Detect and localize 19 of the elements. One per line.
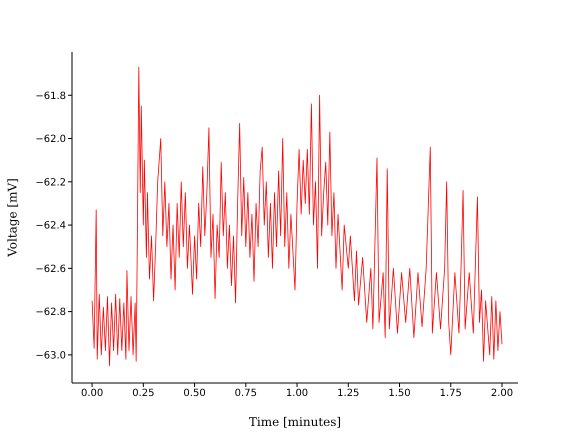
line-series <box>92 66 502 366</box>
x-tick-label: 0.75 <box>234 388 257 400</box>
x-tick-label: 2.00 <box>490 388 514 400</box>
x-axis-title: Time [minutes] <box>248 415 342 429</box>
x-tick-label: 1.75 <box>440 388 462 400</box>
x-tick-label: 1.00 <box>286 388 308 400</box>
y-axis-title: Voltage [mV] <box>5 178 20 258</box>
y-tick-label: −63.0 <box>35 350 66 362</box>
x-tick-label: 0.00 <box>80 388 104 400</box>
y-tick-label: −62.4 <box>35 220 66 232</box>
y-tick-label: −62.0 <box>35 134 66 146</box>
x-tick-label: 1.25 <box>337 388 360 400</box>
x-tick-label: 1.50 <box>388 388 411 400</box>
x-tick-label: 0.25 <box>132 388 154 400</box>
y-tick-label: −62.2 <box>35 177 66 188</box>
x-tick-label: 0.50 <box>183 388 206 400</box>
y-tick-label: −62.8 <box>35 307 66 318</box>
y-tick-label: −61.8 <box>35 90 66 102</box>
y-tick-label: −62.6 <box>35 264 66 275</box>
